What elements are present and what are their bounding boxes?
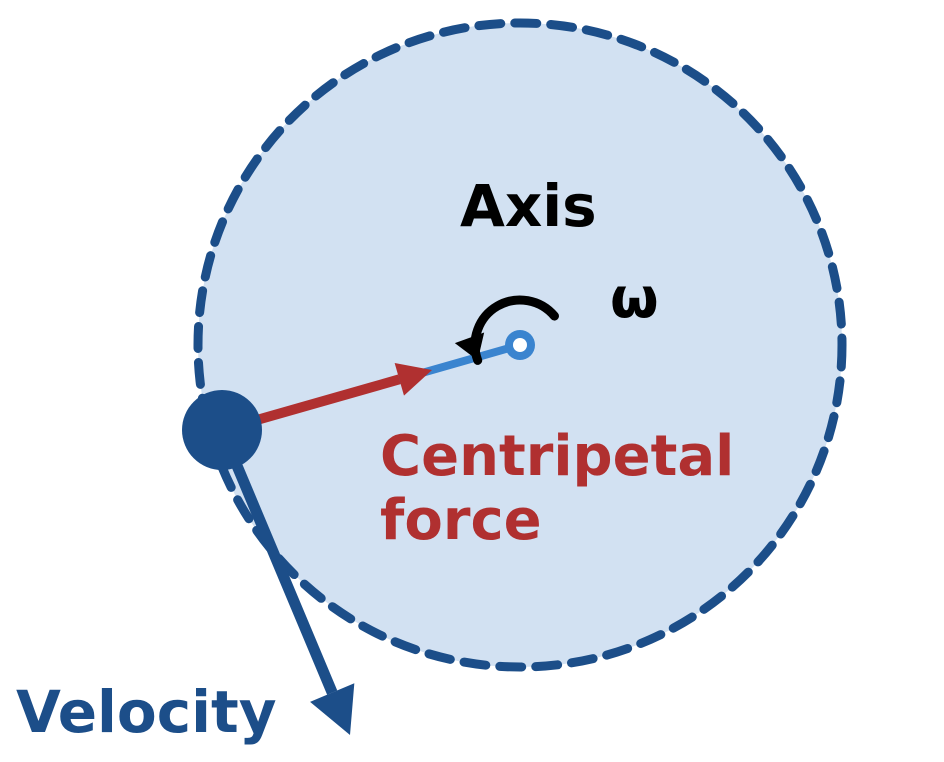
axis-dot-inner — [513, 338, 527, 352]
velocity-label: Velocity — [16, 678, 277, 746]
orbiting-ball — [182, 390, 262, 470]
axis-label: Axis — [460, 172, 597, 240]
centripetal-label-line1: Centripetal — [380, 424, 734, 489]
omega-label: ω — [610, 266, 659, 331]
centripetal-label-line2: force — [380, 488, 542, 553]
